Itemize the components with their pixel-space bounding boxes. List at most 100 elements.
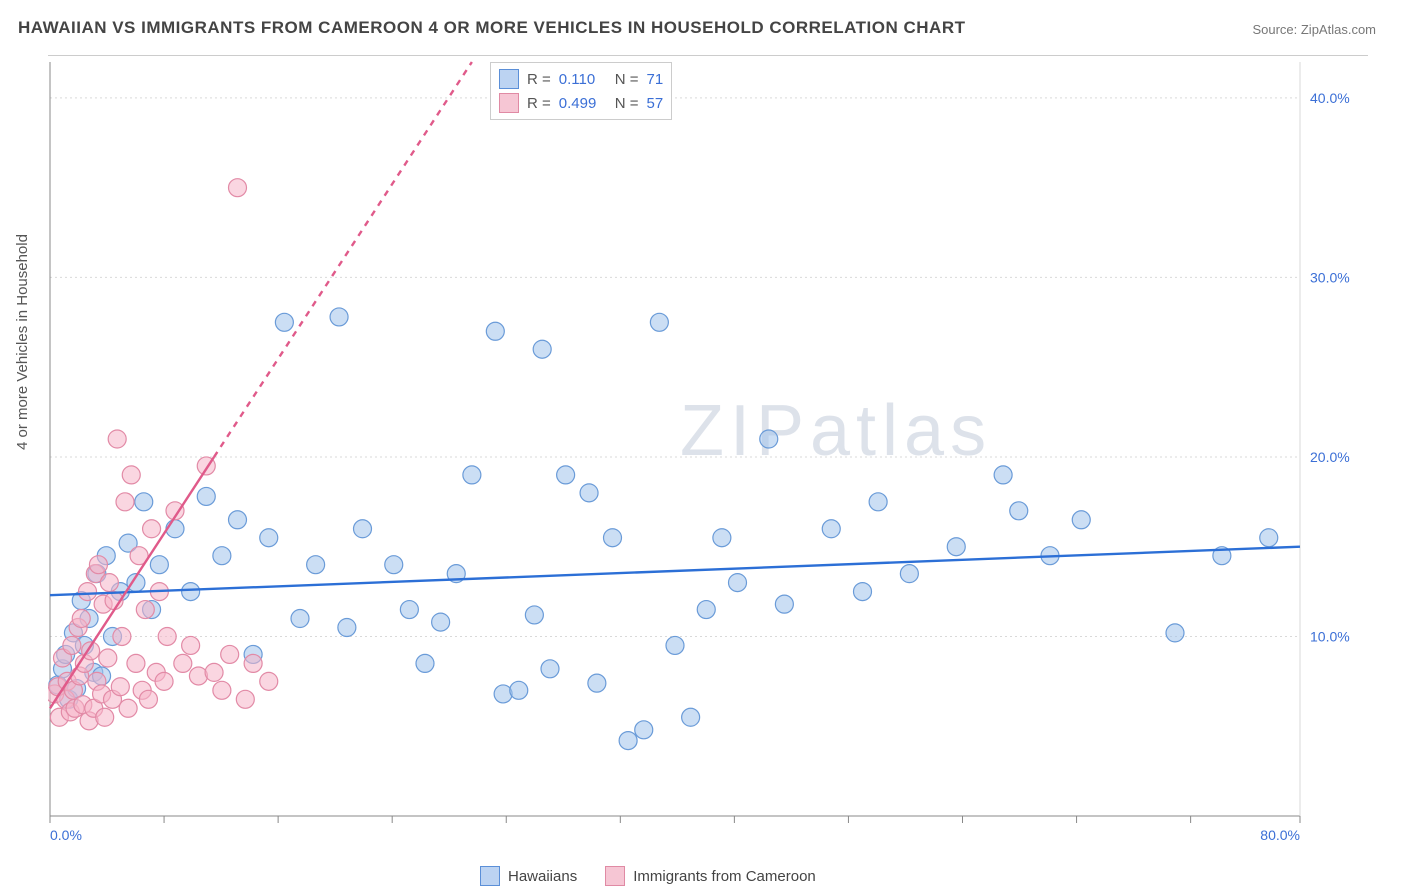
scatter-plot: 10.0% 20.0% 30.0% 40.0% 0.0% 80.0% — [48, 55, 1368, 846]
data-point — [229, 179, 247, 197]
data-point — [127, 654, 145, 672]
data-point — [307, 556, 325, 574]
data-point — [533, 340, 551, 358]
data-point — [635, 721, 653, 739]
data-point — [869, 493, 887, 511]
data-point — [541, 660, 559, 678]
data-point — [291, 610, 309, 628]
data-point — [994, 466, 1012, 484]
data-point — [682, 708, 700, 726]
data-point — [182, 636, 200, 654]
data-point — [89, 556, 107, 574]
data-point — [122, 466, 140, 484]
data-point — [510, 681, 528, 699]
data-point — [580, 484, 598, 502]
data-point — [1260, 529, 1278, 547]
data-point — [400, 601, 418, 619]
data-point — [713, 529, 731, 547]
data-point — [158, 627, 176, 645]
data-point — [854, 583, 872, 601]
data-point — [354, 520, 372, 538]
data-point — [330, 308, 348, 326]
n-label: N = — [615, 71, 639, 88]
data-point — [588, 674, 606, 692]
data-point — [116, 493, 134, 511]
data-point — [275, 313, 293, 331]
legend-swatch — [480, 866, 500, 886]
y-axis-label: 4 or more Vehicles in Household — [14, 234, 31, 450]
trend-line — [50, 547, 1300, 595]
data-point — [221, 645, 239, 663]
legend-swatch — [499, 93, 519, 113]
y-tick-label: 10.0% — [1310, 628, 1350, 644]
y-tick-label: 40.0% — [1310, 90, 1350, 106]
data-point — [650, 313, 668, 331]
data-point — [1166, 624, 1184, 642]
data-point — [260, 672, 278, 690]
data-point — [166, 520, 184, 538]
data-point — [136, 601, 154, 619]
data-point — [189, 667, 207, 685]
data-point — [119, 699, 137, 717]
legend-label: Hawaiians — [508, 868, 577, 885]
data-point — [150, 556, 168, 574]
data-point — [432, 613, 450, 631]
legend-item: Hawaiians — [480, 866, 577, 886]
data-point — [1010, 502, 1028, 520]
data-point — [174, 654, 192, 672]
r-label: R = — [527, 95, 551, 112]
data-point — [416, 654, 434, 672]
data-point — [385, 556, 403, 574]
data-point — [135, 493, 153, 511]
data-point — [486, 322, 504, 340]
data-point — [205, 663, 223, 681]
trend-line-extrapolated — [214, 62, 472, 457]
data-point — [229, 511, 247, 529]
data-point — [947, 538, 965, 556]
data-point — [494, 685, 512, 703]
legend-label: Immigrants from Cameroon — [633, 868, 816, 885]
legend-statistics: R = 0.110 N = 71 R = 0.499 N = 57 — [490, 62, 672, 120]
r-value: 0.499 — [559, 95, 607, 112]
data-point — [213, 681, 231, 699]
n-value: 57 — [647, 95, 664, 112]
chart-title: HAWAIIAN VS IMMIGRANTS FROM CAMEROON 4 O… — [18, 18, 965, 38]
data-point — [260, 529, 278, 547]
legend-swatch — [605, 866, 625, 886]
data-point — [557, 466, 575, 484]
data-point — [139, 690, 157, 708]
data-point — [338, 619, 356, 637]
data-point — [213, 547, 231, 565]
x-tick-label: 80.0% — [1260, 827, 1300, 843]
r-label: R = — [527, 71, 551, 88]
data-point — [822, 520, 840, 538]
legend-stat-row: R = 0.110 N = 71 — [499, 67, 663, 91]
data-point — [666, 636, 684, 654]
legend-item: Immigrants from Cameroon — [605, 866, 816, 886]
data-point — [244, 654, 262, 672]
data-point — [760, 430, 778, 448]
data-point — [236, 690, 254, 708]
legend-series: Hawaiians Immigrants from Cameroon — [480, 866, 816, 886]
legend-stat-row: R = 0.499 N = 57 — [499, 91, 663, 115]
data-point — [100, 574, 118, 592]
data-point — [143, 520, 161, 538]
n-label: N = — [615, 95, 639, 112]
y-tick-label: 30.0% — [1310, 269, 1350, 285]
data-point — [729, 574, 747, 592]
source-label: Source: ZipAtlas.com — [1252, 22, 1376, 37]
data-point — [182, 583, 200, 601]
data-point — [99, 649, 117, 667]
data-point — [113, 627, 131, 645]
data-point — [63, 636, 81, 654]
x-tick-label: 0.0% — [50, 827, 82, 843]
data-point — [111, 678, 129, 696]
n-value: 71 — [647, 71, 664, 88]
data-point — [619, 732, 637, 750]
data-point — [1072, 511, 1090, 529]
data-point — [108, 430, 126, 448]
y-tick-label: 20.0% — [1310, 449, 1350, 465]
data-point — [900, 565, 918, 583]
data-point — [197, 487, 215, 505]
data-point — [96, 708, 114, 726]
